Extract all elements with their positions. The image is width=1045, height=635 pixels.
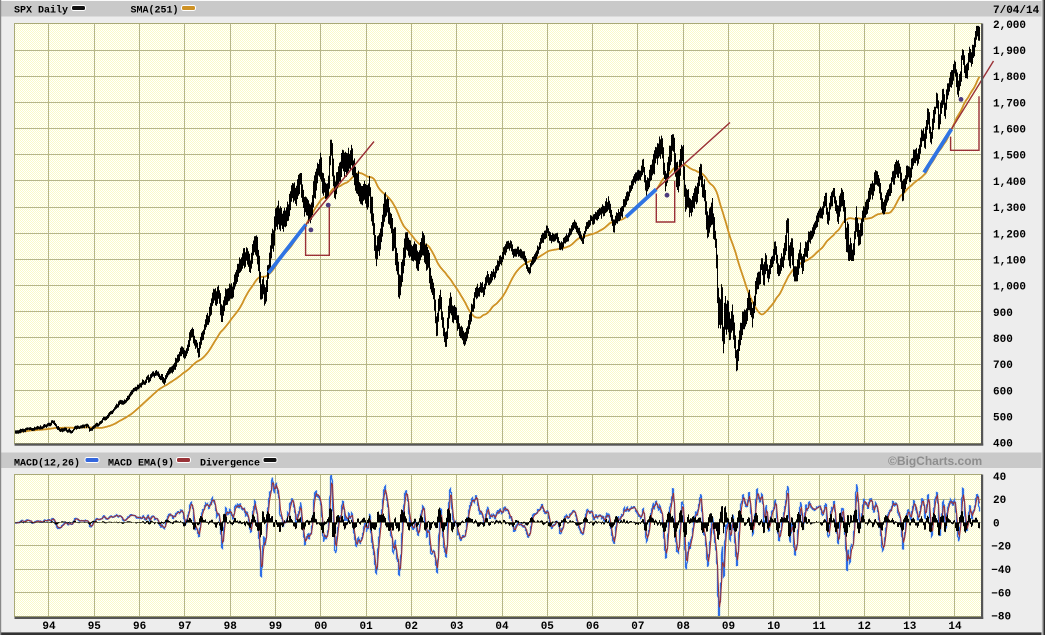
svg-text:MACD EMA(9): MACD EMA(9) bbox=[108, 458, 174, 470]
svg-text:95: 95 bbox=[88, 621, 102, 633]
svg-text:900: 900 bbox=[993, 308, 1013, 320]
svg-text:03: 03 bbox=[450, 621, 464, 633]
svg-text:97: 97 bbox=[178, 621, 191, 633]
svg-text:1,100: 1,100 bbox=[993, 255, 1026, 267]
svg-text:00: 00 bbox=[314, 621, 327, 633]
svg-text:94: 94 bbox=[42, 621, 56, 633]
svg-text:400: 400 bbox=[993, 439, 1013, 451]
svg-text:06: 06 bbox=[586, 621, 599, 633]
svg-text:1,400: 1,400 bbox=[993, 177, 1026, 189]
svg-text:40: 40 bbox=[993, 472, 1006, 484]
svg-text:©BigCharts.com: ©BigCharts.com bbox=[888, 454, 982, 468]
svg-text:13: 13 bbox=[903, 621, 917, 633]
svg-text:7/04/14: 7/04/14 bbox=[993, 5, 1040, 17]
svg-text:1,300: 1,300 bbox=[993, 203, 1026, 215]
svg-text:14: 14 bbox=[948, 621, 962, 633]
svg-text:01: 01 bbox=[359, 621, 373, 633]
svg-text:04: 04 bbox=[495, 621, 509, 633]
svg-text:Divergence: Divergence bbox=[200, 458, 260, 470]
svg-text:2,000: 2,000 bbox=[993, 20, 1026, 32]
svg-text:07: 07 bbox=[631, 621, 644, 633]
svg-text:−40: −40 bbox=[991, 565, 1011, 577]
svg-text:1,600: 1,600 bbox=[993, 125, 1026, 137]
svg-text:09: 09 bbox=[722, 621, 735, 633]
svg-text:96: 96 bbox=[133, 621, 146, 633]
svg-text:SMA(251): SMA(251) bbox=[131, 5, 179, 17]
svg-text:99: 99 bbox=[269, 621, 282, 633]
svg-text:1,700: 1,700 bbox=[993, 98, 1026, 110]
svg-text:08: 08 bbox=[677, 621, 691, 633]
svg-text:11: 11 bbox=[812, 621, 826, 633]
svg-text:−60: −60 bbox=[991, 588, 1011, 600]
svg-text:20: 20 bbox=[993, 495, 1006, 507]
svg-text:1,800: 1,800 bbox=[993, 72, 1026, 84]
svg-text:−20: −20 bbox=[991, 542, 1011, 554]
svg-text:1,200: 1,200 bbox=[993, 229, 1026, 241]
svg-text:1,500: 1,500 bbox=[993, 151, 1026, 163]
svg-text:05: 05 bbox=[541, 621, 555, 633]
svg-text:02: 02 bbox=[405, 621, 418, 633]
svg-text:1,000: 1,000 bbox=[993, 282, 1026, 294]
svg-text:10: 10 bbox=[767, 621, 780, 633]
svg-text:−80: −80 bbox=[991, 612, 1011, 624]
svg-text:700: 700 bbox=[993, 360, 1013, 372]
svg-text:500: 500 bbox=[993, 413, 1013, 425]
svg-text:98: 98 bbox=[224, 621, 238, 633]
svg-text:0: 0 bbox=[993, 518, 1000, 530]
svg-text:600: 600 bbox=[993, 386, 1013, 398]
svg-text:MACD(12,26): MACD(12,26) bbox=[14, 458, 80, 470]
svg-text:12: 12 bbox=[858, 621, 871, 633]
svg-text:800: 800 bbox=[993, 334, 1013, 346]
svg-text:SPX Daily: SPX Daily bbox=[14, 5, 68, 17]
svg-text:1,900: 1,900 bbox=[993, 46, 1026, 58]
